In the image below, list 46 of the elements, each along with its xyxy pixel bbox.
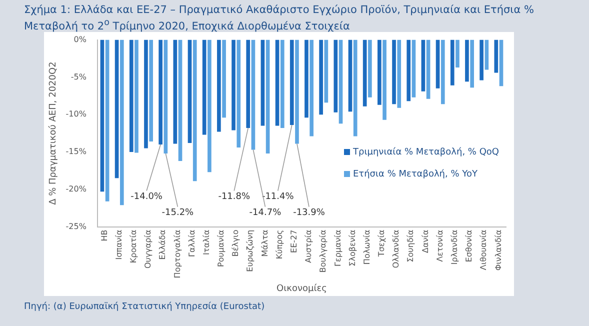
x-tick-label: Τσεχία bbox=[377, 230, 386, 258]
y-axis-title: Δ % Πραγματικού ΑΕΠ, 2020Q2 bbox=[48, 62, 59, 205]
y-tick-label: 0% bbox=[74, 34, 87, 44]
x-tick-label: Κύπρος bbox=[274, 230, 284, 260]
text: Πηγή: (α) Ευρωπαϊκή Στατιστική Υπηρεσία (Eurostat) bbox=[24, 302, 265, 312]
x-tick-label: Πορτογαλία bbox=[172, 230, 182, 278]
x-tick-label: Λιθουανία bbox=[479, 230, 488, 270]
x-axis-title: Οικονομίες bbox=[276, 282, 327, 294]
x-tick-label: Βουλγαρία bbox=[318, 230, 328, 273]
x-tick-label: Ιταλία bbox=[202, 230, 211, 255]
y-tick-label: -15% bbox=[66, 147, 87, 156]
x-tick-label: Ιρλανδία bbox=[450, 230, 460, 265]
x-tick-label: Λετονία bbox=[435, 230, 444, 262]
x-tick-label: Φινλανδία bbox=[494, 230, 503, 271]
y-tick-label: -5% bbox=[70, 72, 87, 82]
x-tick-label: Σλοβενία bbox=[348, 230, 357, 266]
data-label: -14.0% bbox=[130, 192, 163, 202]
x-tick-label: Πολωνία bbox=[362, 230, 372, 265]
x-tick-label: Μάλτα bbox=[260, 230, 270, 257]
x-tick-label: Ευρωζώνη bbox=[246, 230, 255, 272]
x-tick-label: Ουγγαρία bbox=[144, 230, 153, 269]
y-tick-label: -20% bbox=[66, 184, 87, 194]
x-tick-label: Σουηδία bbox=[406, 230, 416, 262]
x-tick-label: Κροατία bbox=[129, 230, 138, 264]
x-tick-label: Ρουμανία bbox=[216, 230, 226, 267]
legend-label: Ετήσια % Μεταβολή, % YoY bbox=[352, 168, 478, 180]
data-label: -11.4% bbox=[262, 192, 294, 202]
x-tick-label: Δανία bbox=[420, 230, 430, 253]
legend-label: Τριμηνιαία % Μεταβολή, % QoQ bbox=[352, 146, 500, 158]
x-tick-label: Βέλγιο bbox=[231, 230, 240, 257]
data-label: -14.7% bbox=[249, 208, 282, 218]
data-label: -11.8% bbox=[218, 192, 250, 202]
x-tick-label: ΕΕ-27 bbox=[290, 230, 299, 253]
data-label: -15.2% bbox=[162, 208, 194, 218]
x-tick-label: Ολλανδία bbox=[392, 230, 401, 268]
x-tick-label: Εσθονία bbox=[464, 230, 474, 262]
data-label: -13.9% bbox=[293, 208, 326, 218]
x-tick-label: Αυστρία bbox=[304, 230, 314, 263]
x-tick-label: Γαλλία bbox=[187, 230, 196, 257]
x-tick-label: ΗΒ bbox=[100, 230, 109, 242]
y-tick-label: -10% bbox=[66, 110, 87, 119]
y-tick-label: -25% bbox=[66, 222, 87, 231]
x-tick-label: Γερμανία bbox=[333, 230, 342, 266]
x-tick-label: Ελλάδα bbox=[158, 230, 168, 260]
x-tick-label: Ισπανία bbox=[114, 230, 124, 260]
chart-title: Σχήμα 1: Ελλάδα και ΕΕ-27 – Πραγματικό Ακαθάριστο Εγχώριο Προϊόν, Τριμηνιαία και Ετήσια % Μεταβολή το 2$^{ο}$ Τρίμηνο 2020, Εποχικά Διορθωμένα Στοιχεία bbox=[24, 4, 535, 34]
